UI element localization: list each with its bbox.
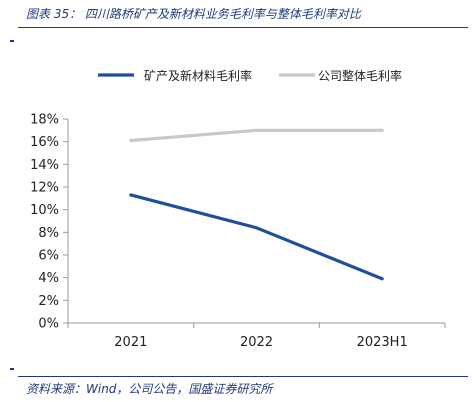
series-line-1 [130,193,383,281]
margin-mark [10,40,14,42]
y-tick-label: 0% [38,317,59,332]
y-tick-label: 4% [38,271,59,286]
series-2-point [254,128,259,132]
series-2-point [380,128,384,132]
header-rule [18,27,468,28]
y-tick-label: 8% [38,226,59,241]
series-1-point [380,277,384,281]
x-axis: 2021 2022 2023H1 [67,322,446,350]
margin-mark [10,368,14,370]
y-tick-label: 14% [30,158,59,173]
x-tick-label: 2022 [240,335,273,350]
y-tick-label: 18% [30,113,59,128]
y-tick-label: 10% [30,203,59,218]
figure-title: 图表 35： 四川路桥矿产及新材料业务毛利率与整体毛利率对比 [26,7,361,21]
plot-area [129,128,384,281]
series-2-point [129,138,133,143]
y-tick-label: 2% [38,294,59,309]
y-tick-label: 16% [30,135,59,150]
chart-legend: 矿产及新材料毛利率 公司整体毛利率 [98,68,402,83]
y-tick-label: 6% [38,249,59,264]
legend-label-2: 公司整体毛利率 [318,68,402,83]
x-tick-label: 2021 [114,335,147,350]
series-1-point [254,226,259,230]
series-1-point [129,193,133,197]
line-chart: 矿产及新材料毛利率 公司整体毛利率 0% 2% 4% 6% 8% 10% 12% 14% 16% 1… [30,68,446,350]
legend-label-1: 矿产及新材料毛利率 [144,68,252,83]
footer-rule [18,376,468,377]
source-note: 资料来源：Wind，公司公告，国盛证券研究所 [26,382,273,396]
y-tick-label: 12% [30,181,59,196]
y-axis: 0% 2% 4% 6% 8% 10% 12% 14% 16% 18% [30,113,69,332]
x-tick-label: 2023H1 [357,335,408,350]
